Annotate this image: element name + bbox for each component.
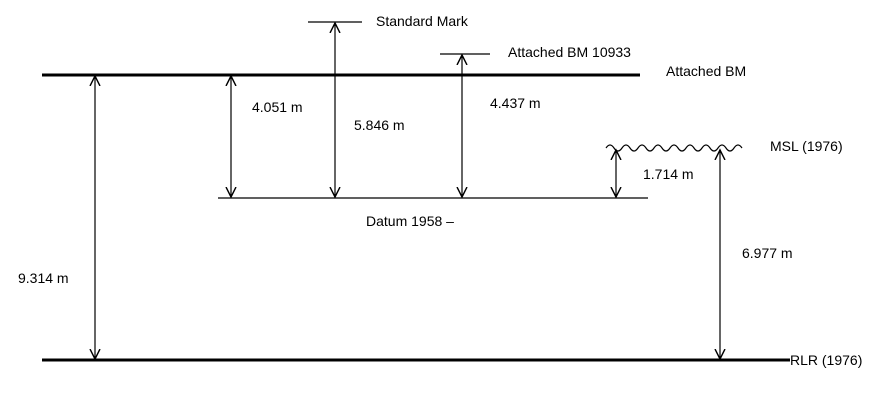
- measurement-standard-mark-to-datum: 5.846 m: [354, 117, 405, 133]
- rlr-label: RLR (1976): [790, 352, 862, 368]
- datum-label: Datum 1958 –: [366, 213, 454, 229]
- attached-bm-label: Attached BM: [666, 63, 746, 79]
- measurement-msl-to-datum: 1.714 m: [643, 166, 694, 182]
- measurement-attached-bm-to-datum: 4.051 m: [252, 99, 303, 115]
- measurement-msl-to-rlr: 6.977 m: [742, 245, 793, 261]
- msl-water-wave: [605, 144, 743, 152]
- msl-label: MSL (1976): [770, 138, 843, 154]
- measurement-attached-bm-to-rlr: 9.314 m: [18, 270, 69, 286]
- measurement-attached-bm-10933-to-datum: 4.437 m: [490, 95, 541, 111]
- attached-bm-10933-label: Attached BM 10933: [508, 44, 631, 60]
- standard-mark-label: Standard Mark: [376, 13, 469, 29]
